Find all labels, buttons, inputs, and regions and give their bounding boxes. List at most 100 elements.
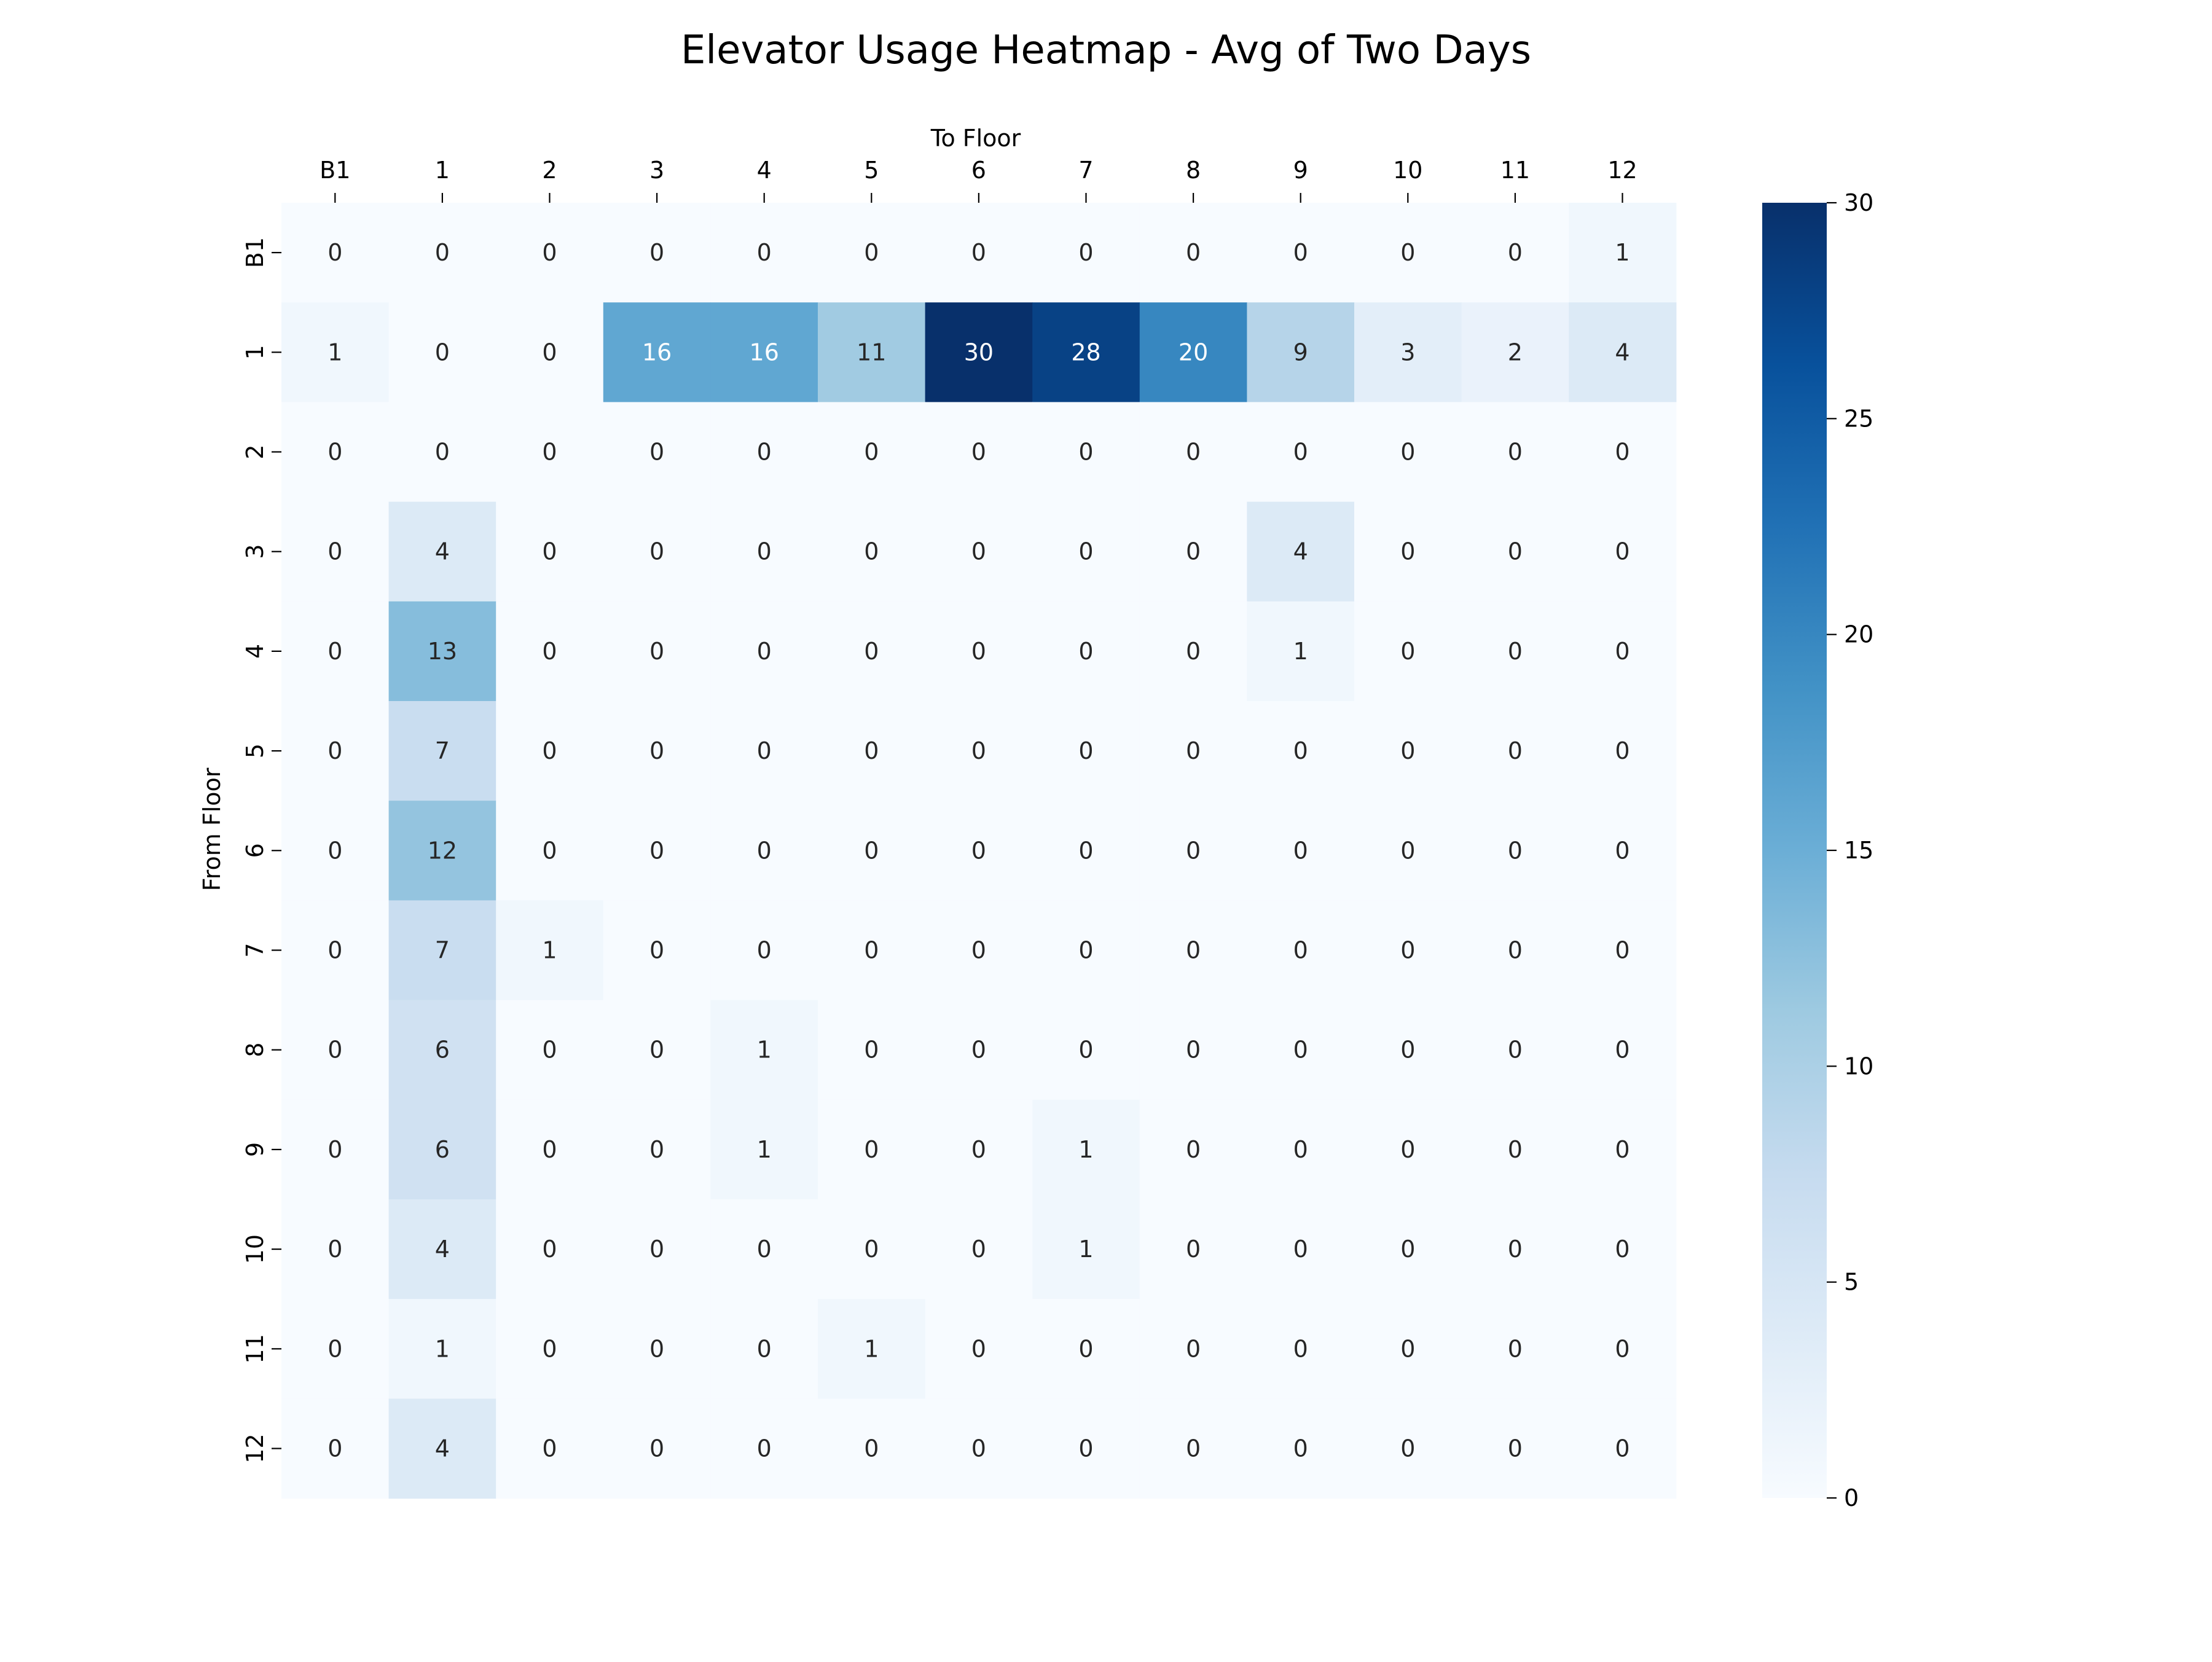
y-tick-label: 3: [241, 544, 269, 559]
heatmap-cell-label: 0: [1400, 1236, 1415, 1263]
heatmap-cell-label: 0: [1615, 837, 1630, 864]
heatmap-cell-label: 0: [1293, 1037, 1308, 1064]
heatmap-cell-label: 0: [757, 1435, 772, 1462]
heatmap-cell-label: 0: [1508, 1335, 1523, 1362]
heatmap-cell: [1354, 1398, 1462, 1499]
heatmap-cell: [818, 1398, 926, 1499]
x-tick-label: 10: [1393, 157, 1422, 184]
heatmap-cell: [1139, 302, 1247, 402]
heatmap-cell: [925, 302, 1033, 402]
heatmap-cell: [603, 1099, 711, 1200]
heatmap-cell-label: 16: [750, 339, 779, 366]
heatmap-cell-label: 0: [971, 239, 986, 266]
heatmap-cell-label: 12: [428, 837, 457, 864]
heatmap-cell-label: 0: [971, 737, 986, 764]
heatmap-cell: [388, 402, 496, 503]
heatmap-cell-label: 4: [435, 1236, 450, 1263]
heatmap-cell-label: 0: [1078, 239, 1093, 266]
heatmap-cell: [281, 701, 390, 801]
heatmap-cell: [496, 701, 604, 801]
heatmap-cell: [281, 1199, 390, 1299]
heatmap-cell: [1354, 801, 1462, 901]
heatmap-cell: [603, 701, 711, 801]
heatmap-cell: [281, 501, 390, 602]
heatmap-cell-label: 0: [327, 1236, 342, 1263]
heatmap-cell: [496, 801, 604, 901]
heatmap-cell: [818, 900, 926, 1001]
heatmap-cell-label: 0: [1293, 837, 1308, 864]
heatmap-cell: [281, 1398, 390, 1499]
heatmap-cell: [1032, 1199, 1140, 1299]
heatmap-cell-label: 0: [864, 239, 879, 266]
heatmap-cell: [1569, 1199, 1677, 1299]
heatmap-cell-label: 0: [971, 1136, 986, 1163]
heatmap-cell-label: 0: [1508, 439, 1523, 466]
heatmap-cell-label: 0: [1615, 1335, 1630, 1362]
heatmap-cell-label: 0: [542, 339, 557, 366]
heatmap-cell: [388, 203, 496, 303]
heatmap-cell-label: 0: [757, 837, 772, 864]
heatmap-cell-label: 0: [757, 737, 772, 764]
heatmap-cell-label: 0: [757, 538, 772, 565]
heatmap-cell: [818, 501, 926, 602]
heatmap-cell-label: 0: [1186, 1335, 1201, 1362]
heatmap-cell-label: 0: [1400, 1136, 1415, 1163]
heatmap-cell: [1569, 1398, 1677, 1499]
heatmap-cell: [710, 1299, 818, 1399]
heatmap-cell: [281, 1000, 390, 1100]
x-axis-label: To Floor: [930, 125, 1021, 152]
heatmap-cell: [496, 402, 604, 503]
heatmap-cell: [818, 402, 926, 503]
heatmap-cell-label: 0: [1186, 1435, 1201, 1462]
heatmap-cell: [1032, 1398, 1140, 1499]
heatmap-cell: [388, 900, 496, 1001]
heatmap-cell-label: 1: [864, 1335, 879, 1362]
heatmap-cell-label: 7: [435, 937, 450, 964]
heatmap-cell: [281, 302, 390, 402]
colorbar-tick-label: 5: [1844, 1269, 1859, 1296]
y-tick-label: 1: [241, 345, 269, 359]
heatmap-cell-label: 0: [1400, 937, 1415, 964]
heatmap-cell: [1569, 1299, 1677, 1399]
heatmap-cell: [1461, 501, 1569, 602]
x-tick-label: 12: [1607, 157, 1637, 184]
heatmap-cell-label: 0: [971, 638, 986, 665]
heatmap-cell-label: 0: [542, 1037, 557, 1064]
heatmap-cell-label: 0: [649, 439, 664, 466]
y-tick-label: B1: [241, 237, 269, 268]
heatmap-cell-label: 0: [542, 737, 557, 764]
heatmap-cell: [1461, 302, 1569, 402]
heatmap-cell-label: 0: [757, 239, 772, 266]
heatmap-cell-label: 0: [757, 1335, 772, 1362]
heatmap-cell: [281, 402, 390, 503]
heatmap-cell: [1139, 1299, 1247, 1399]
heatmap-cell-label: 0: [1186, 737, 1201, 764]
heatmap-cell: [1354, 1000, 1462, 1100]
heatmap-cell-label: 0: [649, 1037, 664, 1064]
heatmap-cell-label: 0: [1293, 439, 1308, 466]
heatmap-cell-label: 4: [435, 1435, 450, 1462]
heatmap-cell: [818, 1199, 926, 1299]
heatmap-cell: [388, 1398, 496, 1499]
heatmap-cell-label: 0: [1078, 837, 1093, 864]
heatmap-cell-label: 0: [1186, 1037, 1201, 1064]
heatmap-cell-label: 0: [542, 538, 557, 565]
heatmap-cell-label: 0: [1186, 239, 1201, 266]
heatmap-cell-label: 0: [1508, 737, 1523, 764]
heatmap-cell-label: 0: [649, 837, 664, 864]
x-tick-label: 7: [1078, 157, 1093, 184]
heatmap-cell: [281, 601, 390, 702]
heatmap-cell: [1461, 1000, 1569, 1100]
heatmap-cell-label: 0: [757, 1236, 772, 1263]
heatmap-cell: [496, 900, 604, 1001]
heatmap-cell: [710, 1000, 818, 1100]
heatmap-cell-label: 0: [1186, 1136, 1201, 1163]
heatmap-cell-label: 30: [964, 339, 994, 366]
heatmap-cell: [1354, 302, 1462, 402]
heatmap-cell: [1354, 1199, 1462, 1299]
heatmap-cell: [496, 1398, 604, 1499]
heatmap-cell-label: 0: [1508, 1136, 1523, 1163]
heatmap-cell: [1139, 203, 1247, 303]
